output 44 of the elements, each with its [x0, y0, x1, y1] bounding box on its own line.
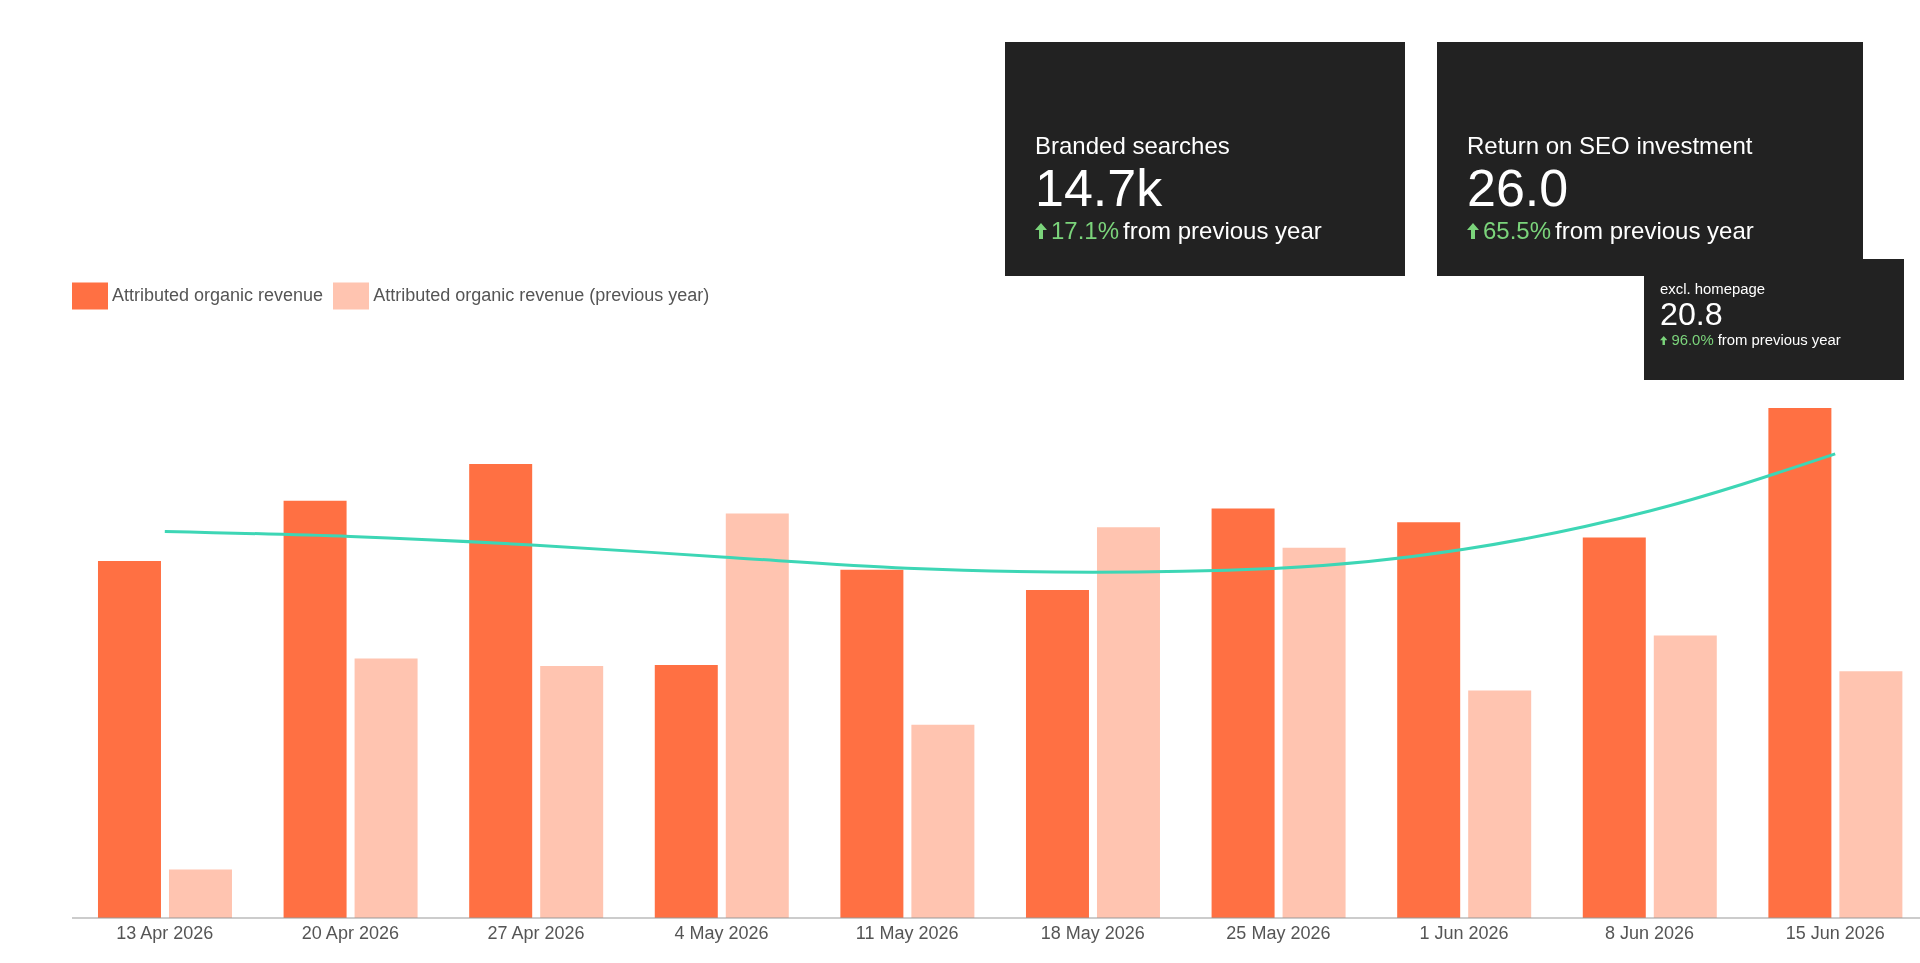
text: 65.5%	[1483, 217, 1552, 246]
x-tick-label: 13 Apr 2026	[116, 922, 214, 943]
bar	[168, 869, 232, 918]
x-tick-label: 1 Jun 2026	[1419, 922, 1509, 943]
bar	[1653, 635, 1717, 918]
bar	[354, 658, 418, 918]
text: 17.1%	[1051, 217, 1120, 246]
bar	[1211, 508, 1275, 918]
bar	[540, 666, 604, 918]
x-tick-label: 11 May 2026	[855, 922, 959, 943]
bar	[1025, 590, 1089, 918]
x-tick-label: 20 Apr 2026	[301, 922, 399, 943]
x-tick-label: 8 Jun 2026	[1605, 922, 1695, 943]
text: 96.0%	[1671, 332, 1714, 349]
bar	[654, 665, 718, 918]
legend-label: Attributed organic revenue (previous year)	[373, 284, 710, 305]
text: Return on SEO investment	[1467, 132, 1754, 160]
bar	[1282, 547, 1346, 918]
bar	[1468, 690, 1532, 918]
legend-label: Attributed organic revenue	[112, 284, 324, 305]
text: from previous year	[1717, 332, 1841, 349]
bar	[1768, 408, 1832, 918]
bar	[97, 561, 161, 918]
bar	[469, 464, 533, 918]
bar	[1397, 522, 1461, 918]
text: 26.0	[1467, 159, 1570, 218]
bar	[911, 724, 975, 918]
x-tick-label: 27 Apr 2026	[487, 922, 585, 943]
x-tick-label: 4 May 2026	[674, 922, 769, 943]
bar	[1096, 527, 1160, 918]
text: excl. homepage	[1660, 281, 1767, 297]
bar	[725, 513, 789, 918]
bar	[1582, 537, 1646, 918]
text: 20.8	[1660, 296, 1723, 333]
bar	[840, 569, 904, 918]
x-tick-label: 15 Jun 2026	[1785, 922, 1885, 943]
text: 14.7k	[1035, 159, 1164, 218]
text: from previous year	[1123, 217, 1322, 246]
x-tick-label: 25 May 2026	[1226, 922, 1331, 943]
text: Branded searches	[1035, 132, 1231, 160]
text: from previous year	[1555, 217, 1754, 246]
bar	[283, 500, 347, 918]
bar	[1839, 671, 1903, 918]
x-tick-label: 18 May 2026	[1040, 922, 1145, 943]
